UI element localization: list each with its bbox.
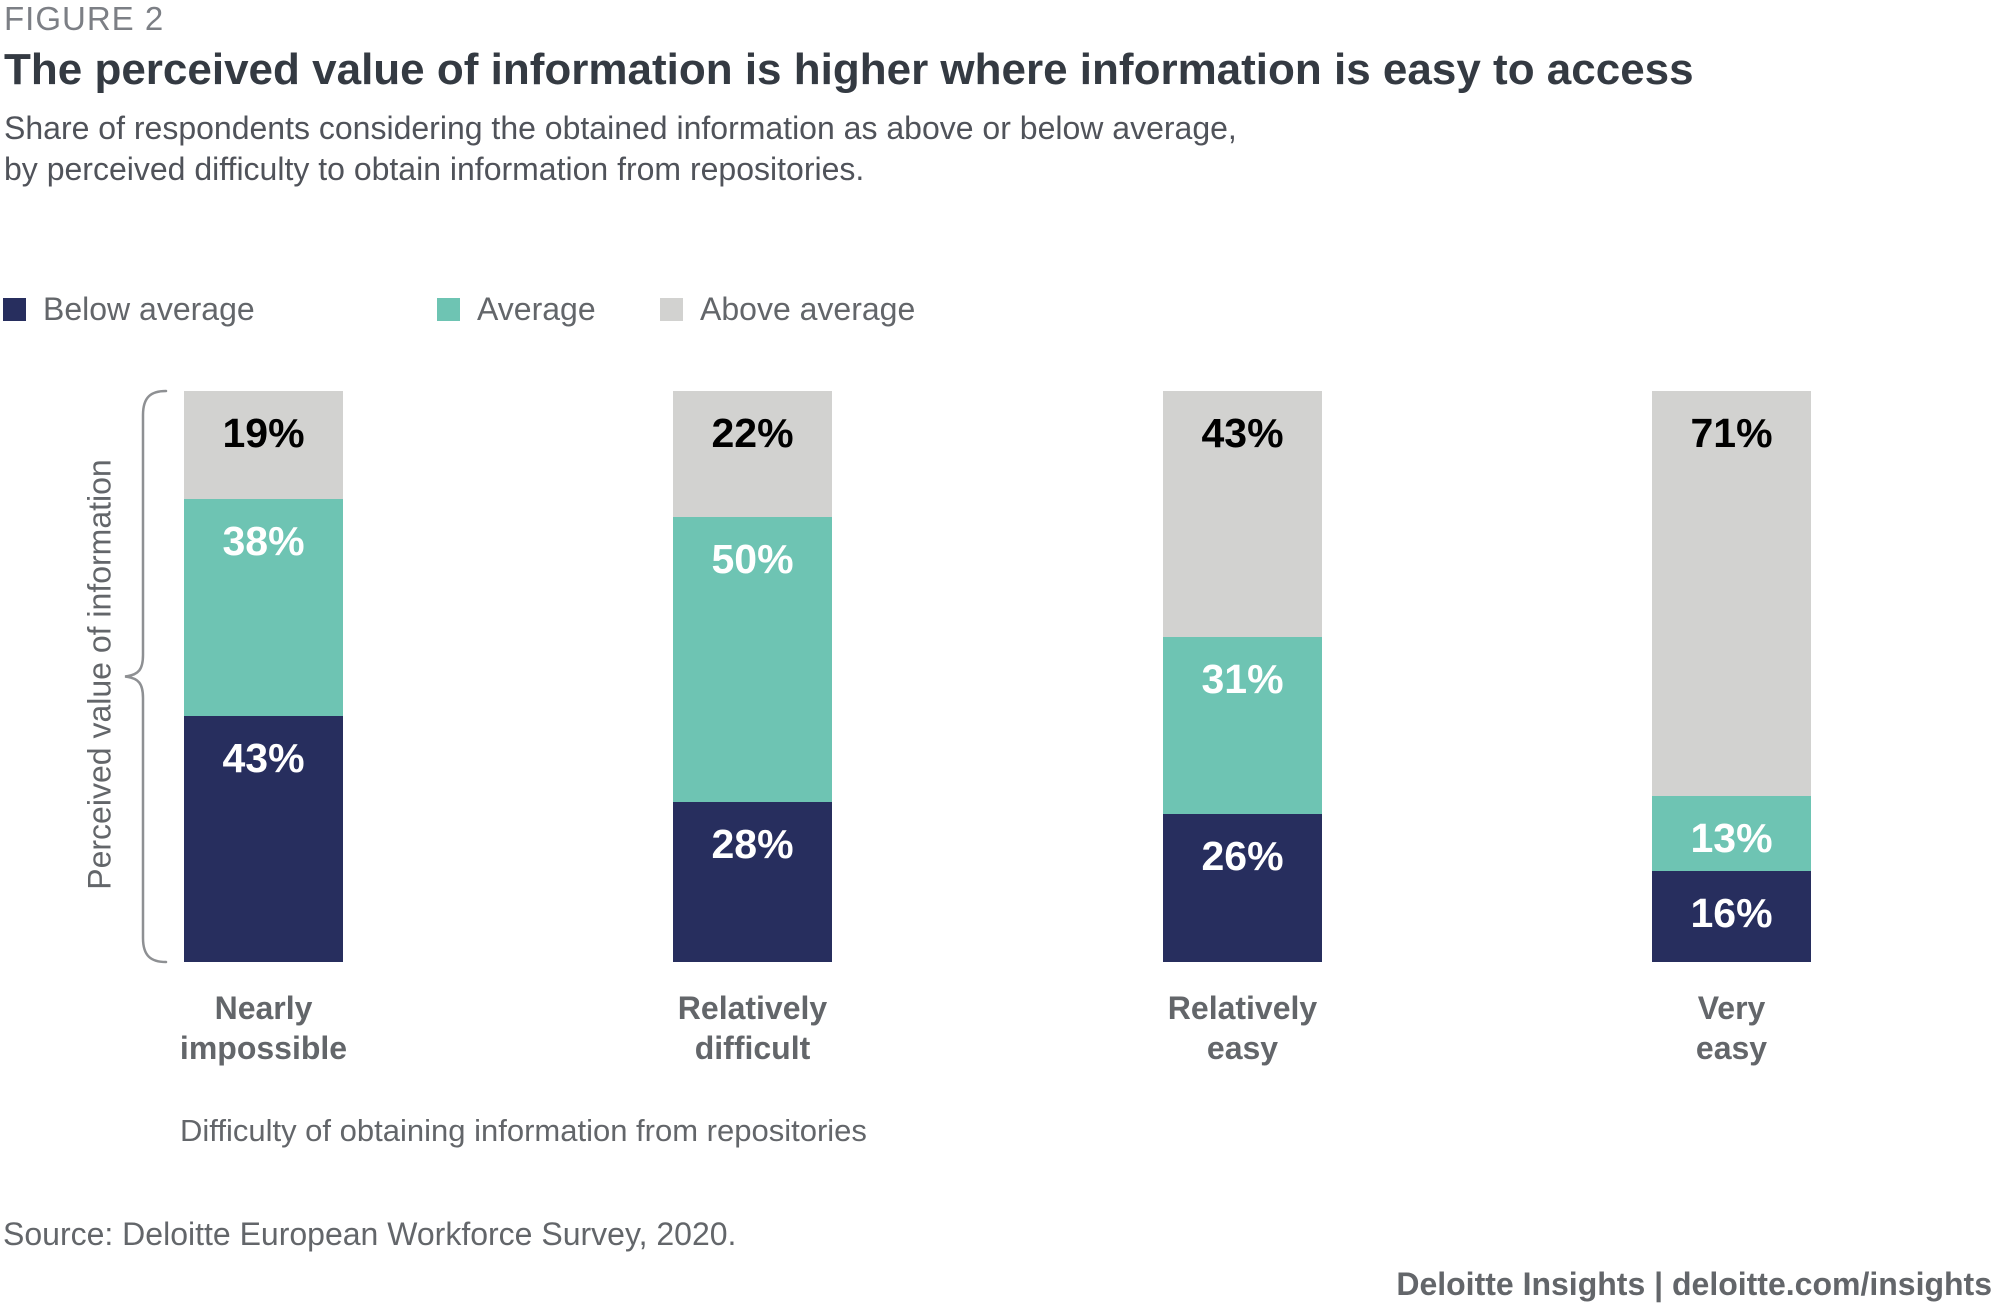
data-label-average-relatively-difficult: 50% [711, 535, 794, 582]
category-label-relatively-difficult: Relatively difficult [593, 988, 913, 1068]
data-label-average-relatively-easy: 31% [1201, 655, 1284, 702]
category-label-line: easy [1695, 1030, 1768, 1066]
segment-above-average-relatively-easy: 43% [1163, 391, 1322, 637]
category-label-nearly-impossible: Nearly impossible [104, 988, 424, 1068]
data-label-below-average-relatively-easy: 26% [1201, 832, 1284, 879]
source-note: Source: Deloitte European Workforce Surv… [3, 1216, 737, 1252]
data-label-above-average-nearly-impossible: 19% [222, 410, 305, 456]
data-label-below-average-relatively-difficult: 28% [711, 821, 794, 868]
data-label-above-average-relatively-difficult: 22% [711, 410, 794, 456]
figure-number: FIGURE 2 [4, 0, 165, 37]
category-label-line: impossible [179, 1030, 348, 1066]
legend-label: Above average [700, 291, 916, 327]
chart-subtitle-line-1: Share of respondents considering the obt… [4, 110, 1237, 146]
category-label-line: difficult [694, 1030, 811, 1066]
stacked-bar-chart: 19% 38% 43% 22% 50% 28% 43% 31% 26% 71% 13% 16% [0, 391, 2000, 962]
data-label-above-average-very-easy: 71% [1690, 410, 1773, 456]
category-label-line: Nearly [214, 990, 313, 1026]
legend-swatch-below-average [3, 298, 26, 321]
legend-swatch-average [437, 298, 460, 321]
bar-relatively-easy: 43% 31% 26% [1163, 391, 1322, 962]
segment-below-average-relatively-easy: 26% [1163, 813, 1322, 962]
legend-item-above-average: Above average [660, 291, 915, 328]
deloitte-insights-footer: Deloitte Insights | deloitte.com/insight… [1396, 1266, 1992, 1302]
category-label-line: easy [1206, 1030, 1279, 1066]
bar-very-easy: 71% 13% 16% [1652, 391, 1811, 962]
data-label-average-nearly-impossible: 38% [222, 518, 305, 565]
x-axis-label: Difficulty of obtaining information from… [180, 1113, 867, 1148]
segment-average-relatively-easy: 31% [1163, 636, 1322, 814]
category-label-relatively-easy: Relatively easy [1083, 988, 1403, 1068]
segment-above-average-relatively-difficult: 22% [673, 391, 832, 517]
chart-subtitle: Share of respondents considering the obt… [4, 108, 1904, 190]
segment-above-average-nearly-impossible: 19% [184, 391, 343, 500]
segment-average-relatively-difficult: 50% [673, 516, 832, 803]
category-label-very-easy: Very easy [1572, 988, 1892, 1068]
bar-relatively-difficult: 22% 50% 28% [673, 391, 832, 962]
legend: Below average Average Above average [0, 291, 2000, 331]
legend-label: Below average [43, 291, 255, 327]
chart-title: The perceived value of information is hi… [4, 45, 1694, 94]
legend-label: Average [477, 291, 596, 327]
category-label-line: Very [1697, 990, 1766, 1026]
data-label-above-average-relatively-easy: 43% [1201, 410, 1284, 456]
legend-item-below-average: Below average [3, 291, 255, 328]
bar-nearly-impossible: 19% 38% 43% [184, 391, 343, 962]
data-label-below-average-nearly-impossible: 43% [222, 735, 305, 782]
data-label-average-very-easy: 13% [1690, 815, 1773, 862]
category-label-line: Relatively [677, 990, 828, 1026]
segment-below-average-relatively-difficult: 28% [673, 802, 832, 962]
segment-above-average-very-easy: 71% [1652, 391, 1811, 797]
legend-item-average: Average [437, 291, 596, 328]
segment-below-average-very-easy: 16% [1652, 870, 1811, 962]
segment-below-average-nearly-impossible: 43% [184, 716, 343, 962]
y-axis-brace [124, 389, 168, 964]
segment-average-nearly-impossible: 38% [184, 499, 343, 717]
segment-average-very-easy: 13% [1652, 796, 1811, 871]
category-label-line: Relatively [1167, 990, 1318, 1026]
chart-subtitle-line-2: by perceived difficulty to obtain inform… [4, 151, 865, 187]
legend-swatch-above-average [660, 298, 683, 321]
data-label-below-average-very-easy: 16% [1690, 889, 1773, 936]
